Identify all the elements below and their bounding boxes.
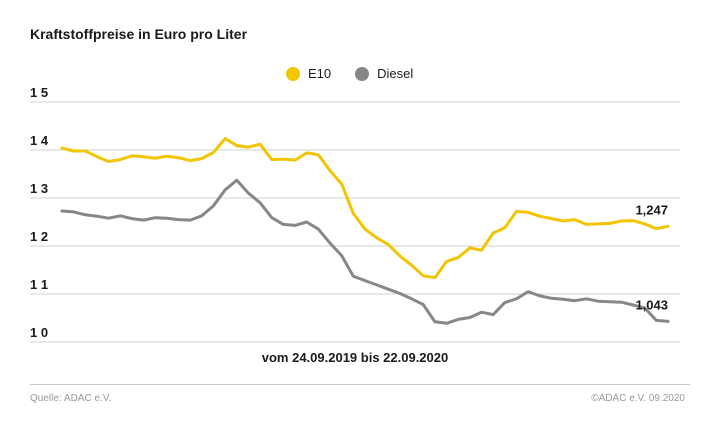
- y-tick-label: 1 0: [30, 325, 48, 340]
- legend-item-e10: E10: [286, 66, 331, 81]
- copyright-note: ©ADAC e.V. 09.2020: [591, 393, 685, 404]
- source-note: Quelle: ADAC e.V.: [30, 393, 112, 404]
- footer-divider: [30, 384, 690, 385]
- legend-label-e10: E10: [308, 66, 332, 81]
- end-value-label-diesel: 1,043: [635, 297, 668, 312]
- y-tick-label: 1 4: [30, 133, 49, 148]
- chart-legend: E10 Diesel: [286, 66, 437, 81]
- y-tick-label: 1 1: [30, 277, 48, 292]
- series-line-e10: [60, 137, 670, 280]
- legend-item-diesel: Diesel: [355, 66, 413, 81]
- legend-swatch-e10: [286, 66, 300, 81]
- chart-subtitle: vom 24.09.2019 bis 22.09.2020: [261, 350, 449, 365]
- y-tick-label: 1 5: [30, 85, 48, 100]
- legend-swatch-diesel: [355, 66, 370, 81]
- series-line-diesel: [60, 178, 670, 325]
- y-tick-label: 1 2: [30, 229, 48, 244]
- legend-label-diesel: Diesel: [377, 66, 414, 81]
- y-tick-label: 1 3: [30, 181, 48, 196]
- chart-title: Kraftstoffpreise in Euro pro Liter: [30, 26, 248, 42]
- end-value-label-e10: 1,247: [635, 202, 668, 217]
